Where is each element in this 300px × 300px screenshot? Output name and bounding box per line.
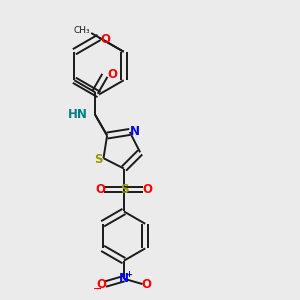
Text: O: O	[100, 33, 110, 46]
Text: −: −	[93, 284, 102, 294]
Text: S: S	[94, 153, 102, 166]
Text: HN: HN	[68, 108, 88, 121]
Text: O: O	[108, 68, 118, 81]
Text: +: +	[125, 270, 132, 279]
Text: O: O	[96, 278, 106, 291]
Text: N: N	[119, 272, 129, 285]
Text: CH₃: CH₃	[73, 26, 90, 35]
Text: N: N	[130, 124, 140, 137]
Text: O: O	[95, 183, 105, 196]
Text: O: O	[142, 183, 153, 196]
Text: O: O	[142, 278, 152, 291]
Text: S: S	[120, 183, 128, 196]
